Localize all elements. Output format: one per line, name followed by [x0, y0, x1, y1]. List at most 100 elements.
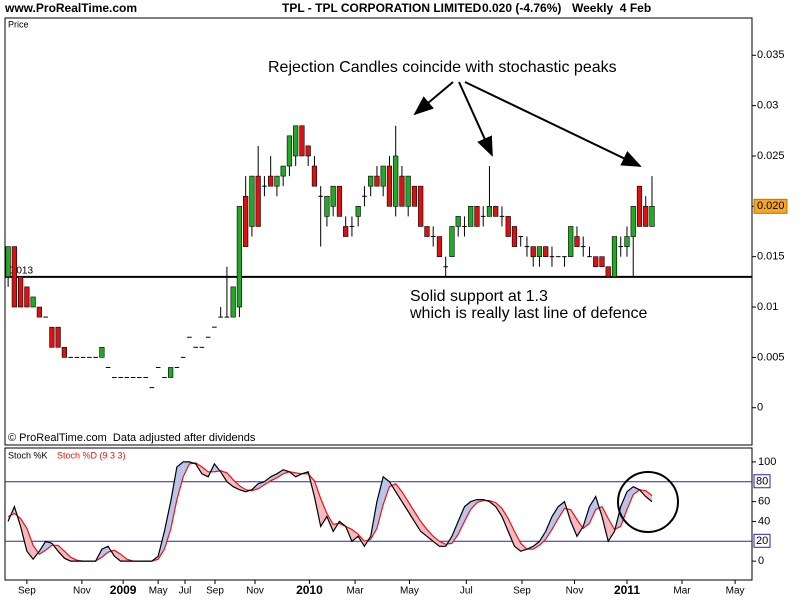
candle-body: [286, 135, 293, 167]
x-tick-label: Nov: [246, 586, 264, 597]
candle-body: [568, 226, 574, 257]
cross-fill: [645, 490, 652, 502]
candle-body: [305, 145, 311, 157]
candle-body: [18, 276, 24, 308]
candle-body: [380, 165, 386, 187]
candle-body: [574, 236, 580, 247]
x-tick-label: Jul: [179, 586, 192, 597]
candle-body: [536, 246, 543, 257]
y-tick-label: 0.025: [757, 150, 785, 162]
x-tick-label: May: [726, 586, 745, 597]
level-label: 20: [756, 535, 768, 547]
cross-fill: [314, 480, 321, 527]
candle-body: [436, 236, 443, 257]
candle-body: [280, 165, 286, 177]
cross-fill: [383, 476, 390, 505]
cross-fill: [570, 509, 577, 537]
y-tick-label: 0: [757, 402, 763, 414]
level-box: [753, 474, 771, 489]
x-tick-label: Nov: [73, 586, 91, 597]
y-tick-label: 40: [758, 515, 770, 527]
y-tick-label: 0.01: [757, 301, 778, 313]
candle-body: [49, 326, 55, 348]
cross-fill: [226, 472, 234, 487]
x-tick-label: Sep: [18, 586, 36, 597]
candle-body: [649, 206, 655, 227]
candle-body: [243, 195, 249, 247]
stoch-k-title: Stoch %K: [8, 450, 48, 460]
candle-body: [624, 236, 630, 247]
x-tick-label: May: [400, 586, 419, 597]
candle-body: [424, 226, 430, 237]
cross-fill: [608, 518, 615, 542]
x-tick-label: 2011: [614, 583, 640, 597]
candle-body: [393, 155, 399, 207]
stoch-line: [7, 461, 653, 562]
cross-fill: [164, 501, 171, 550]
cross-fill: [545, 516, 552, 540]
candle-body: [299, 125, 305, 157]
cross-fill: [458, 506, 465, 535]
cross-fill: [408, 501, 415, 522]
y-tick-label: 100: [758, 456, 776, 468]
cross-fill: [626, 486, 634, 510]
candle-body: [30, 296, 36, 308]
cross-fill: [33, 545, 40, 560]
annotation: which is really last line of defence: [409, 305, 648, 322]
candle-body: [355, 206, 361, 217]
candle-body: [343, 226, 349, 237]
cross-fill: [45, 541, 52, 551]
x-tick-label: May: [149, 586, 168, 597]
cross-fill: [576, 519, 584, 537]
y-tick-label: 0.035: [757, 49, 785, 61]
cross-fill: [601, 506, 609, 542]
price-panel: [4, 17, 753, 446]
candle-body: [11, 246, 17, 308]
cross-fill: [114, 550, 121, 562]
candle-body: [418, 185, 424, 227]
candle-body: [386, 165, 393, 207]
cross-fill: [270, 473, 277, 481]
candle-body: [593, 256, 599, 268]
y-tick-label: 0.005: [757, 351, 785, 363]
cross-fill: [320, 498, 327, 527]
candle-body: [405, 175, 411, 207]
candle-body: [55, 326, 61, 348]
candle-body: [274, 175, 280, 187]
cross-fill: [464, 501, 471, 522]
candle-body: [468, 206, 474, 227]
candle-body: [24, 286, 30, 308]
x-tick-label: Sep: [513, 586, 531, 597]
quote: 0.020 (-4.76%): [482, 1, 561, 15]
level-box: [753, 533, 771, 548]
cross-fill: [401, 491, 409, 512]
cross-fill: [508, 518, 515, 547]
candle-body: [455, 216, 461, 227]
period: Weekly 4 Feb: [572, 1, 651, 15]
cross-fill: [501, 508, 509, 532]
arrows: [413, 81, 642, 167]
candle-body: [643, 206, 649, 227]
y-label: Price: [8, 19, 29, 29]
x-tick-label: Mar: [673, 586, 691, 597]
highlight-circle: [617, 471, 679, 533]
annotation: Rejection Candles coincide with stochast…: [268, 59, 617, 76]
candle-body: [230, 286, 236, 318]
y-tick-label: 60: [758, 496, 770, 508]
x-tick-label: 2009: [110, 583, 137, 597]
candle-body: [255, 175, 261, 227]
candle-body: [324, 195, 330, 217]
candle-body: [599, 256, 605, 268]
candle-body: [474, 206, 480, 227]
y-tick-label: 0.03: [757, 100, 778, 112]
candle-body: [249, 175, 255, 227]
cross-fill: [451, 521, 459, 544]
cross-fill: [395, 483, 402, 502]
candle-body: [511, 226, 518, 247]
cross-fill: [376, 476, 384, 529]
candle-body: [374, 175, 380, 187]
x-tick-label: Nov: [566, 586, 584, 597]
last-price-label: 0.020: [757, 200, 785, 212]
candle-body: [330, 185, 336, 207]
